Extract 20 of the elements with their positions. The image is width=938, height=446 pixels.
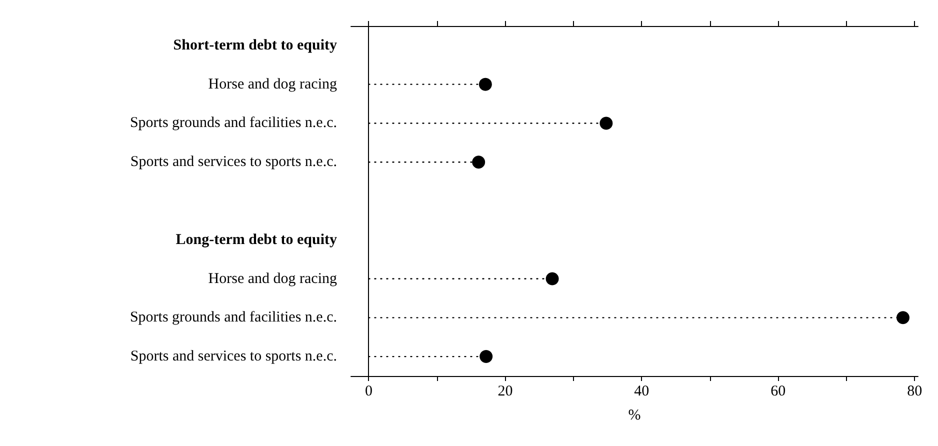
point bbox=[600, 116, 613, 130]
y-tick-label: Sports grounds and facilities n.e.c. bbox=[130, 310, 337, 326]
x-tick-label: 80 bbox=[907, 384, 922, 400]
y-tick-label: Long-term debt to equity bbox=[176, 232, 338, 248]
y-tick-label: Sports and services to sports n.e.c. bbox=[130, 348, 337, 365]
point bbox=[480, 350, 493, 364]
x-tick-label: 20 bbox=[498, 384, 513, 400]
x-tick-label: 60 bbox=[770, 384, 786, 400]
point bbox=[478, 78, 492, 91]
y-tick-label: Short-term debt to equity bbox=[173, 37, 338, 54]
x-tick-label: 40 bbox=[634, 384, 650, 400]
y-tick-label: Sports grounds and facilities n.e.c. bbox=[130, 115, 337, 132]
y-tick-label: Horse and dog racing bbox=[208, 270, 338, 287]
point bbox=[896, 311, 910, 324]
x-tick-label: 0 bbox=[364, 384, 372, 400]
x-axis-title: % bbox=[628, 408, 641, 424]
point bbox=[546, 272, 559, 286]
point bbox=[472, 156, 486, 169]
y-tick-label: Horse and dog racing bbox=[208, 76, 338, 92]
y-tick-label: Sports and services to sports n.e.c. bbox=[130, 154, 337, 170]
